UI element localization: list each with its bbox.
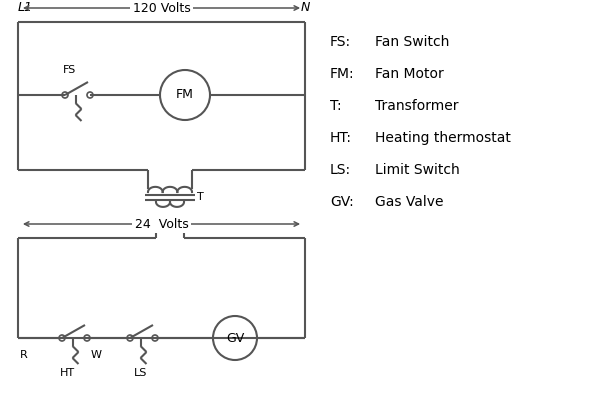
Text: LS:: LS:: [330, 163, 351, 177]
Text: GV:: GV:: [330, 195, 354, 209]
Text: LS: LS: [134, 368, 148, 378]
Text: R: R: [20, 350, 28, 360]
Text: HT: HT: [60, 368, 75, 378]
Text: W: W: [91, 350, 102, 360]
Text: T:: T:: [330, 99, 342, 113]
Text: T: T: [197, 192, 204, 202]
Text: Gas Valve: Gas Valve: [375, 195, 444, 209]
Text: Fan Switch: Fan Switch: [375, 35, 450, 49]
Text: Transformer: Transformer: [375, 99, 458, 113]
Text: 120 Volts: 120 Volts: [133, 2, 191, 14]
Text: FS: FS: [63, 65, 76, 75]
Text: Fan Motor: Fan Motor: [375, 67, 444, 81]
Text: Heating thermostat: Heating thermostat: [375, 131, 511, 145]
Text: FS:: FS:: [330, 35, 351, 49]
Text: HT:: HT:: [330, 131, 352, 145]
Text: FM: FM: [176, 88, 194, 102]
Text: 24  Volts: 24 Volts: [135, 218, 188, 230]
Text: L1: L1: [18, 1, 33, 14]
Text: N: N: [301, 1, 310, 14]
Text: FM:: FM:: [330, 67, 355, 81]
Text: GV: GV: [226, 332, 244, 344]
Text: Limit Switch: Limit Switch: [375, 163, 460, 177]
